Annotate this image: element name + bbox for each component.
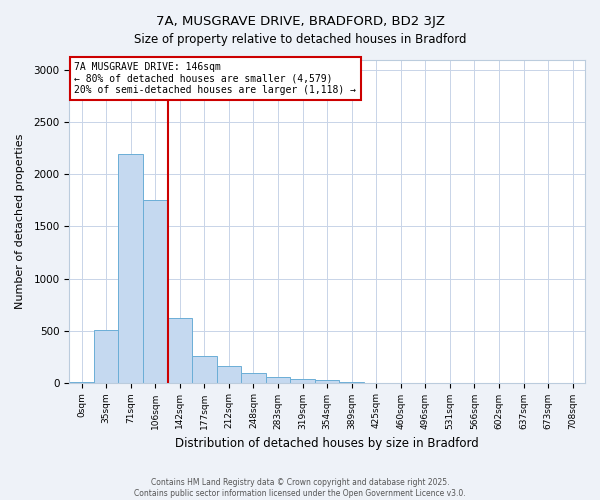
Text: Contains HM Land Registry data © Crown copyright and database right 2025.
Contai: Contains HM Land Registry data © Crown c… — [134, 478, 466, 498]
Bar — [192, 356, 217, 382]
Bar — [266, 377, 290, 382]
Text: 7A MUSGRAVE DRIVE: 146sqm
← 80% of detached houses are smaller (4,579)
20% of se: 7A MUSGRAVE DRIVE: 146sqm ← 80% of detac… — [74, 62, 356, 95]
Bar — [290, 380, 315, 382]
Text: 7A, MUSGRAVE DRIVE, BRADFORD, BD2 3JZ: 7A, MUSGRAVE DRIVE, BRADFORD, BD2 3JZ — [155, 15, 445, 28]
Bar — [315, 380, 340, 382]
Text: Size of property relative to detached houses in Bradford: Size of property relative to detached ho… — [134, 32, 466, 46]
Bar — [94, 330, 118, 382]
Bar — [217, 366, 241, 382]
Bar — [167, 318, 192, 382]
Bar — [118, 154, 143, 382]
Y-axis label: Number of detached properties: Number of detached properties — [15, 134, 25, 309]
Bar — [241, 372, 266, 382]
Bar — [143, 200, 167, 382]
X-axis label: Distribution of detached houses by size in Bradford: Distribution of detached houses by size … — [175, 437, 479, 450]
